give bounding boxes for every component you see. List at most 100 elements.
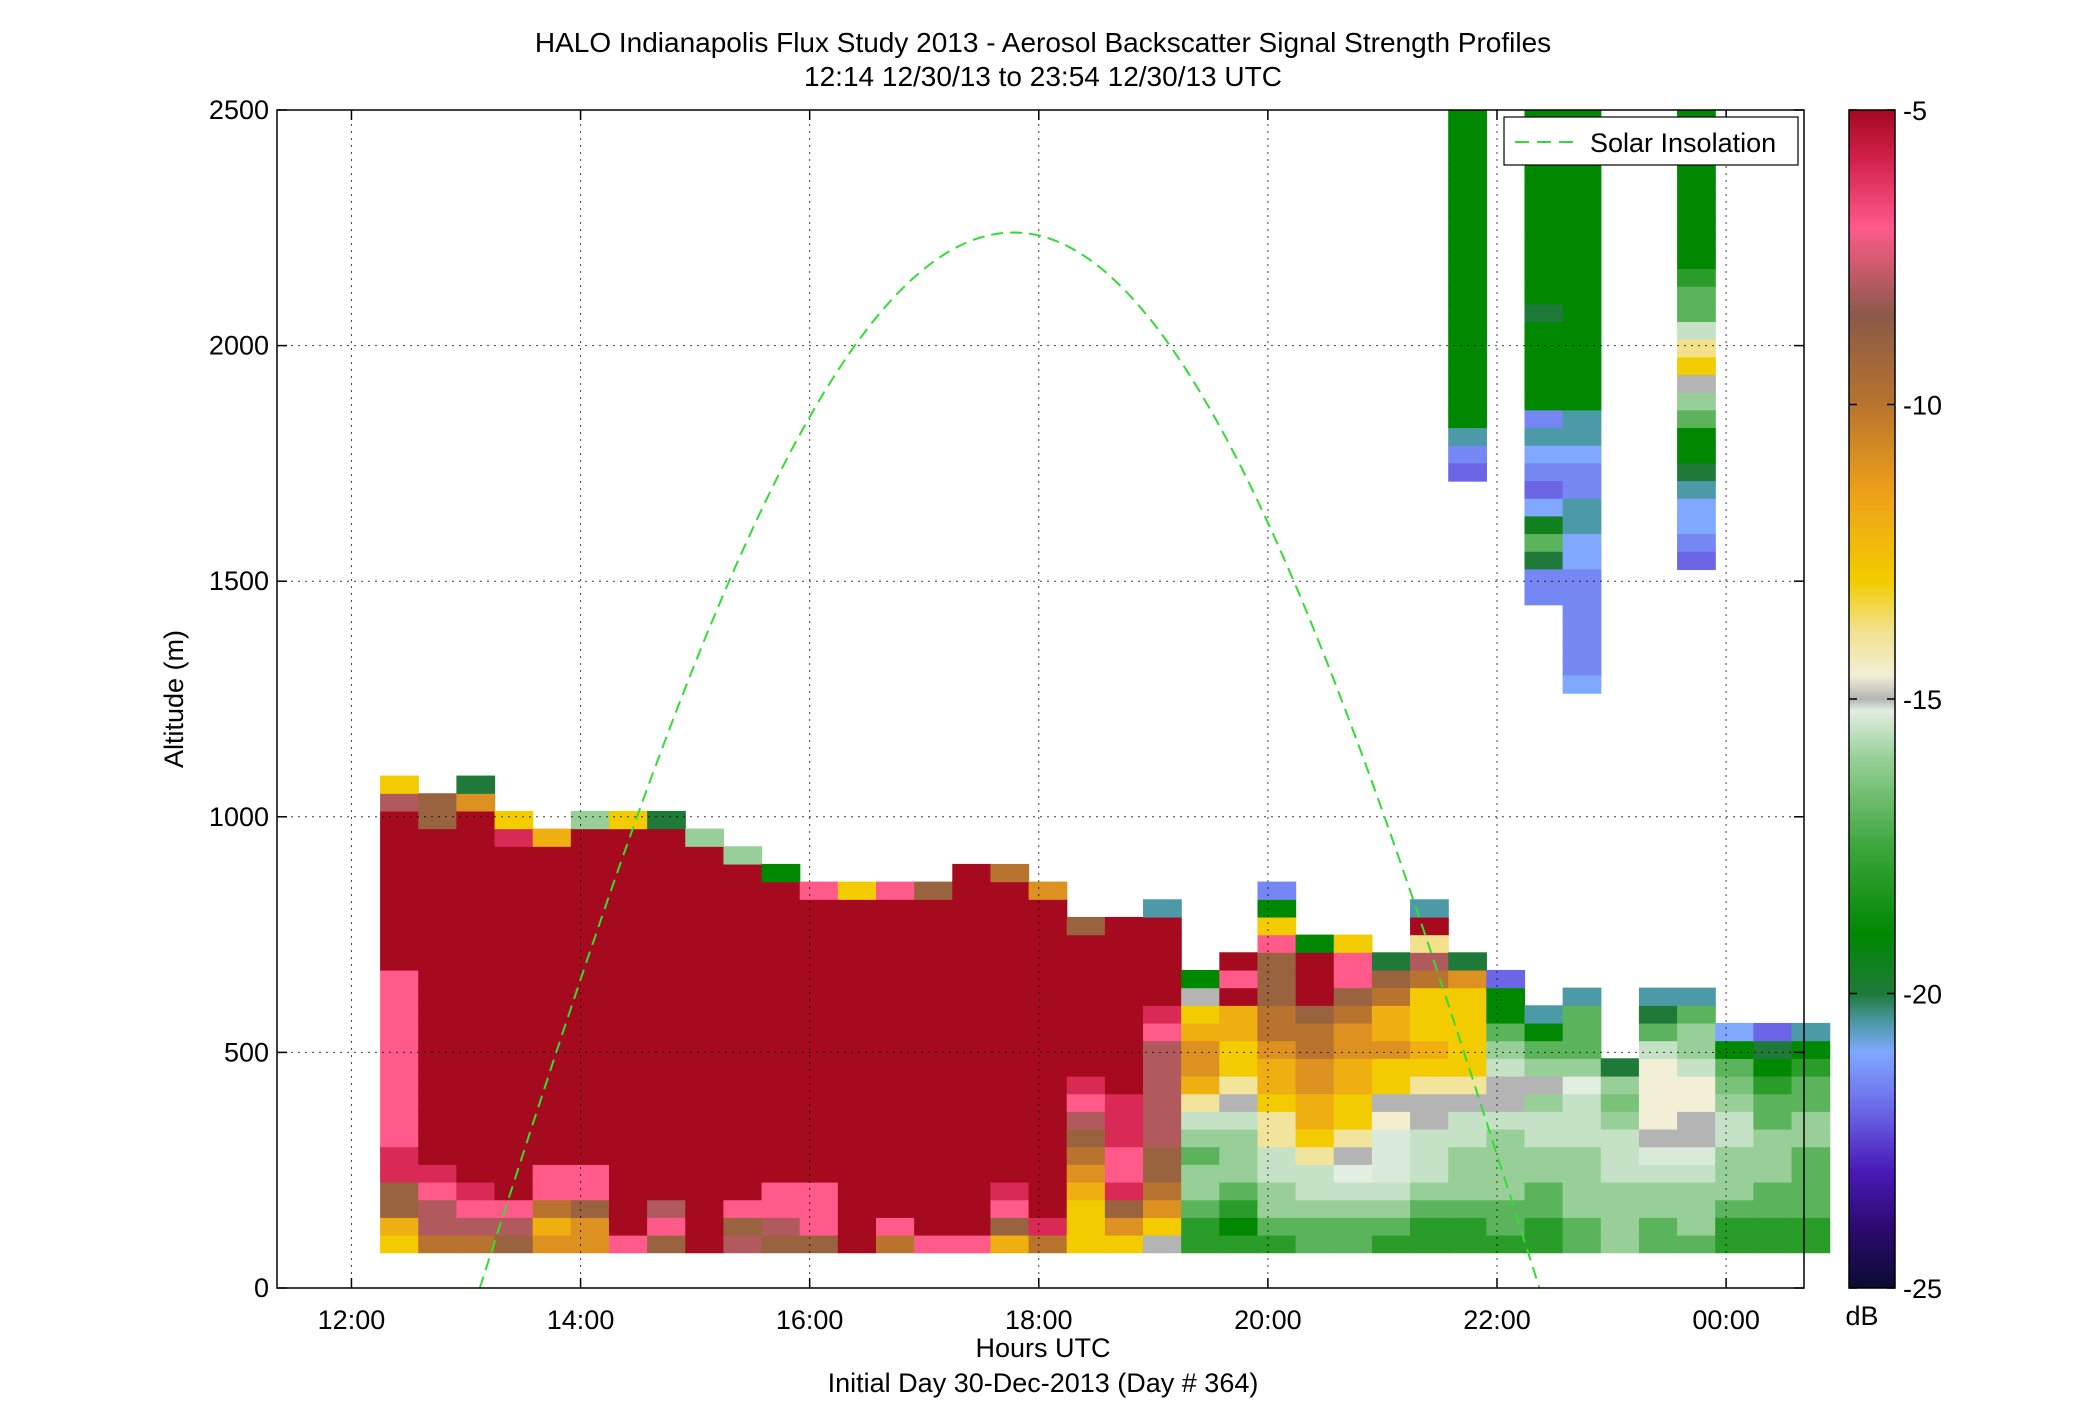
heatmap-cell bbox=[418, 1111, 457, 1130]
heatmap-cell bbox=[952, 1005, 992, 1024]
heatmap-cell bbox=[914, 1199, 953, 1218]
heatmap-cell bbox=[1448, 198, 1487, 217]
heatmap-cell bbox=[1524, 1164, 1564, 1183]
heatmap-cell bbox=[1104, 1199, 1144, 1218]
heatmap-cell bbox=[494, 828, 534, 847]
heatmap-cell bbox=[952, 1199, 992, 1218]
heatmap-cell bbox=[723, 1093, 763, 1112]
heatmap-cell bbox=[685, 1146, 725, 1165]
heatmap-cell bbox=[1028, 1058, 1068, 1077]
heatmap-cell bbox=[1333, 1058, 1373, 1077]
heatmap-cell bbox=[1448, 1075, 1487, 1095]
heatmap-cell bbox=[1677, 269, 1716, 288]
heatmap-cell bbox=[1562, 1234, 1602, 1254]
heatmap-cell bbox=[799, 987, 839, 1006]
heatmap-cell bbox=[1143, 952, 1182, 971]
heatmap-cell bbox=[1524, 1058, 1564, 1077]
heatmap-cell bbox=[1600, 1111, 1640, 1130]
heatmap-cell bbox=[1104, 1022, 1144, 1042]
heatmap-cell bbox=[418, 1093, 457, 1112]
heatmap-cell bbox=[1562, 180, 1602, 199]
heatmap-cell bbox=[1104, 1181, 1144, 1201]
heatmap-cell bbox=[1562, 657, 1602, 677]
heatmap-cell bbox=[1753, 1128, 1793, 1148]
heatmap-cell bbox=[1257, 969, 1297, 989]
heatmap-cell bbox=[1028, 1234, 1068, 1254]
heatmap-cell bbox=[1715, 1075, 1754, 1095]
heatmap-cell bbox=[1410, 1040, 1449, 1059]
heatmap-cell bbox=[1677, 516, 1716, 535]
heatmap-cell bbox=[1028, 1040, 1068, 1059]
heatmap-cell bbox=[876, 881, 915, 900]
heatmap-cell bbox=[1677, 1022, 1716, 1042]
heatmap-cell bbox=[1181, 1040, 1220, 1059]
chart-title: HALO Indianapolis Flux Study 2013 - Aero… bbox=[535, 27, 1551, 58]
heatmap-cell bbox=[685, 934, 725, 953]
heatmap-cell bbox=[685, 1075, 725, 1095]
heatmap-cell bbox=[1028, 952, 1068, 971]
heatmap-cell bbox=[990, 1217, 1030, 1236]
heatmap-cell bbox=[1295, 1146, 1335, 1165]
heatmap-cell bbox=[990, 1164, 1030, 1183]
x-tick-label: 20:00 bbox=[1234, 1305, 1302, 1335]
heatmap-cell bbox=[608, 1146, 648, 1165]
heatmap-cell bbox=[761, 1217, 801, 1236]
heatmap-cell bbox=[1791, 1128, 1831, 1148]
heatmap-cell bbox=[1677, 1146, 1716, 1165]
heatmap-cell bbox=[1448, 1022, 1487, 1042]
heatmap-cell bbox=[1562, 1146, 1602, 1165]
heatmap-cell bbox=[608, 987, 648, 1006]
heatmap-cell bbox=[1333, 1128, 1373, 1148]
heatmap-cell bbox=[532, 1075, 572, 1095]
heatmap-cell bbox=[837, 1128, 877, 1148]
heatmap-cell bbox=[799, 1146, 839, 1165]
heatmap-cell bbox=[723, 1058, 763, 1077]
x-axis-sublabel: Initial Day 30-Dec-2013 (Day # 364) bbox=[828, 1368, 1259, 1398]
heatmap-cell bbox=[1448, 463, 1487, 482]
heatmap-cell bbox=[1410, 1234, 1449, 1254]
heatmap-cell bbox=[1371, 1111, 1411, 1130]
heatmap-cell bbox=[952, 1181, 992, 1201]
x-tick-label: 14:00 bbox=[547, 1305, 615, 1335]
heatmap-cell bbox=[1448, 269, 1487, 288]
heatmap-cell bbox=[456, 881, 496, 900]
heatmap-cell bbox=[799, 1040, 839, 1059]
heatmap-cell bbox=[456, 1234, 496, 1254]
heatmap-cell bbox=[532, 1040, 572, 1059]
heatmap-cell bbox=[456, 1075, 496, 1095]
y-tick-label: 0 bbox=[254, 1273, 269, 1303]
heatmap-cell bbox=[647, 1146, 686, 1165]
heatmap-cell bbox=[723, 1146, 763, 1165]
heatmap-cell bbox=[1143, 1199, 1182, 1218]
heatmap-cell bbox=[1066, 1146, 1106, 1165]
heatmap-cell bbox=[952, 969, 992, 989]
heatmap-cell bbox=[1600, 1075, 1640, 1095]
heatmap-cell bbox=[380, 1217, 419, 1236]
heatmap-cell bbox=[799, 1217, 839, 1236]
heatmap-cell bbox=[1562, 233, 1602, 252]
heatmap-cell bbox=[1524, 1040, 1564, 1059]
heatmap-cell bbox=[723, 1128, 763, 1148]
heatmap-cell bbox=[1600, 1058, 1640, 1077]
heatmap-cell bbox=[1333, 1093, 1373, 1112]
heatmap-cell bbox=[1143, 1146, 1182, 1165]
heatmap-cell bbox=[418, 793, 457, 812]
heatmap-cell bbox=[1562, 1058, 1602, 1077]
heatmap-cell bbox=[570, 1093, 610, 1112]
heatmap-cell bbox=[1677, 1075, 1716, 1095]
heatmap-cell bbox=[1524, 375, 1564, 394]
heatmap-cell bbox=[761, 1040, 801, 1059]
heatmap-cell bbox=[1562, 1217, 1602, 1236]
heatmap-cell bbox=[1181, 1181, 1220, 1201]
heatmap-cell bbox=[380, 987, 419, 1006]
heatmap-cell bbox=[456, 987, 496, 1006]
heatmap-cell bbox=[1677, 1111, 1716, 1130]
heatmap-cell bbox=[380, 899, 419, 918]
heatmap-cell bbox=[1524, 163, 1564, 182]
heatmap-cell bbox=[380, 810, 419, 830]
heatmap-cell bbox=[1600, 1093, 1640, 1112]
heatmap-cell bbox=[990, 916, 1030, 936]
heatmap-cell bbox=[570, 899, 610, 918]
heatmap-cell bbox=[1219, 1181, 1259, 1201]
heatmap-cell bbox=[1562, 463, 1602, 482]
